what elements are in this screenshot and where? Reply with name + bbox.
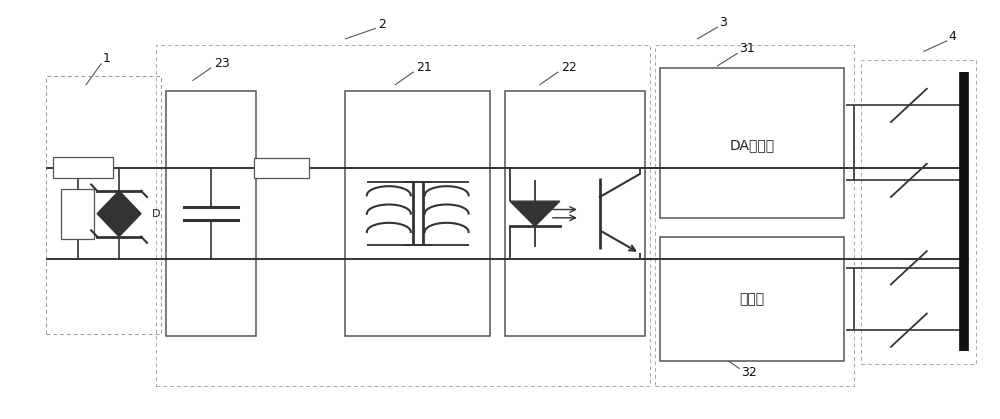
Text: 3: 3: [719, 16, 727, 29]
Bar: [505, 91, 645, 336]
Bar: [655, 45, 854, 386]
Bar: [660, 237, 844, 362]
Text: 22: 22: [561, 61, 577, 74]
Text: 单片机: 单片机: [740, 292, 765, 306]
Bar: [61, 189, 94, 239]
Bar: [660, 68, 844, 218]
Polygon shape: [97, 191, 141, 214]
Text: DA转换器: DA转换器: [730, 138, 775, 152]
Text: 32: 32: [741, 366, 757, 379]
Bar: [345, 91, 490, 336]
Text: 23: 23: [214, 57, 230, 70]
Text: 1: 1: [103, 52, 111, 65]
Text: D: D: [152, 209, 160, 219]
Polygon shape: [510, 201, 560, 226]
Text: 21: 21: [416, 61, 432, 74]
Text: 4: 4: [949, 30, 957, 43]
Bar: [53, 158, 113, 178]
Text: 31: 31: [739, 42, 755, 55]
Bar: [861, 59, 976, 364]
Bar: [46, 76, 161, 334]
Text: 2: 2: [378, 18, 386, 31]
Bar: [254, 158, 309, 178]
Bar: [156, 45, 650, 386]
Bar: [166, 91, 256, 336]
Polygon shape: [97, 214, 141, 237]
